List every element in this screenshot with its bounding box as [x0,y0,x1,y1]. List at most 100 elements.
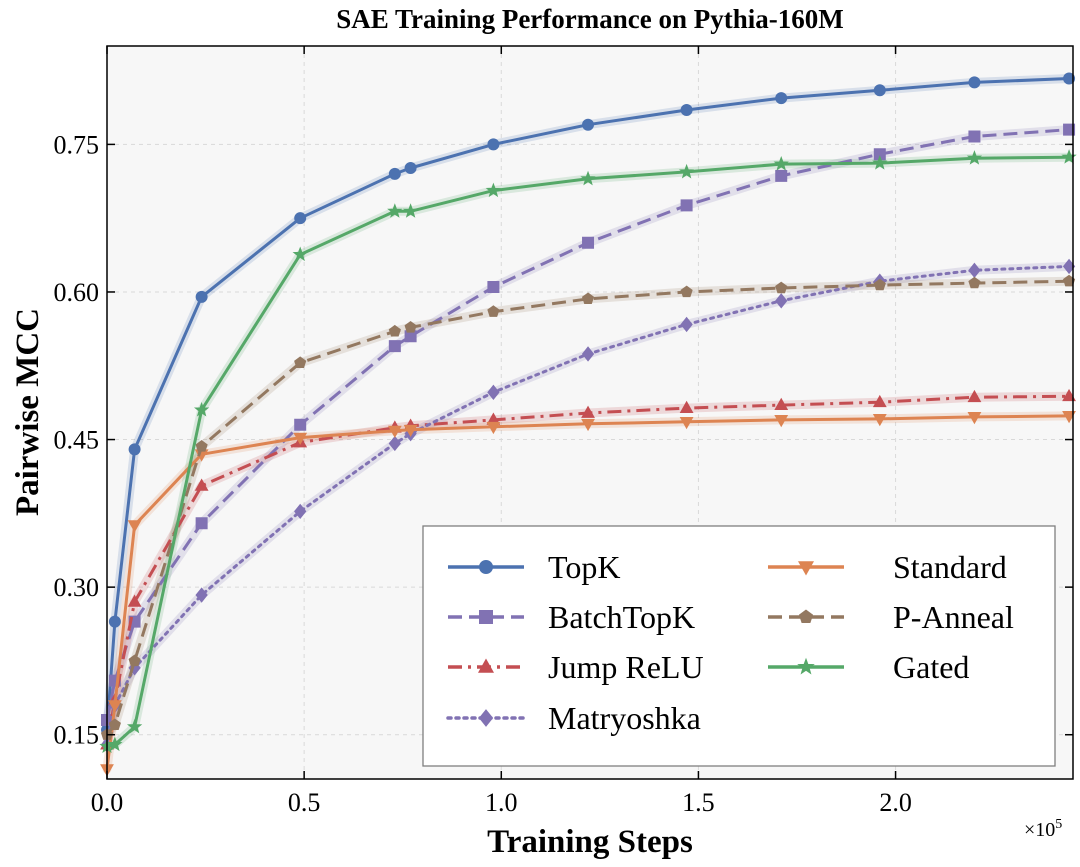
data-point-jump-relu [194,478,209,491]
data-point-jump-relu [872,394,887,408]
data-point-topk [195,290,208,303]
data-point-batchtopk [775,169,788,182]
chart-title: SAE Training Performance on Pythia-160M [336,4,843,34]
y-tick-label: 0.45 [54,426,100,455]
legend-marker-batchtopk [479,610,493,624]
data-point-batchtopk [1063,123,1076,136]
data-point-gated [387,203,403,218]
data-point-matryoshka [581,346,595,362]
data-point-batchtopk [680,199,693,212]
legend-marker-p-anneal [798,609,814,624]
data-point-matryoshka [680,316,693,333]
data-point-gated [678,163,695,179]
data-point-topk [968,76,981,89]
legend-item-gated: Gated [768,649,969,685]
legend-marker-topk [479,560,493,574]
series-line-batchtopk [105,128,1070,721]
data-point-gated [966,150,983,165]
data-point-gated [773,156,789,171]
data-point-topk [128,443,141,456]
data-point-topk [294,212,307,225]
data-point-standard [967,412,982,425]
data-point-matryoshka [775,293,788,309]
legend-label-matryoshka: Matryoshka [548,700,701,736]
data-point-p-anneal [775,281,788,294]
data-point-p-anneal [388,324,401,337]
legend-item-p-anneal: P-Anneal [768,599,1014,635]
x-axis-title: Training Steps [487,824,693,860]
series-line-topk [105,77,1070,730]
data-point-standard [679,416,694,430]
plot-frame [106,45,1074,780]
data-point-jump-relu [967,389,982,403]
series-gated [99,149,1077,754]
series-line-gated [106,155,1070,748]
y-axis-title: Pairwise MCC [10,308,46,516]
legend-items: TopK BatchTopK Jump ReLU Matryoshka Standard… [446,549,1014,736]
data-point-p-anneal [968,276,981,289]
data-point-batchtopk [968,130,981,143]
x-tick-label: 0.0 [91,788,124,817]
data-point-batchtopk [195,517,208,530]
data-point-jump-relu [1062,388,1076,402]
data-point-batchtopk [582,236,595,249]
series-batchtopk [101,123,1076,726]
series-matryoshka [100,258,1076,753]
legend-item-standard: Standard [768,549,1007,585]
legend-label-jump-relu: Jump ReLU [548,649,704,685]
data-point-topk [108,615,121,628]
data-point-topk [487,138,500,151]
y-tick-label: 0.15 [54,721,100,750]
data-point-jump-relu [581,405,595,418]
data-point-p-anneal [680,285,693,298]
data-point-gated [292,246,308,262]
data-point-matryoshka [195,587,208,603]
legend-marker-jump-relu [477,658,495,673]
legend-marker-standard [797,561,815,576]
legend-marker-gated [797,657,815,675]
data-point-jump-relu [127,594,142,607]
data-point-p-anneal [873,278,886,291]
data-point-p-anneal [294,356,307,368]
legend-item-matryoshka: Matryoshka [446,700,701,736]
x-axis-scale-base: ×10 [1024,819,1055,841]
x-axis-scale-exponent: 5 [1055,817,1062,832]
series-layer [99,72,1077,777]
data-point-topk [1063,72,1076,85]
series-line-jump-relu [105,394,1070,745]
data-point-topk [873,84,886,97]
data-point-topk [388,167,401,180]
data-point-standard [387,425,402,439]
legend-label-p-anneal: P-Anneal [893,599,1014,635]
axis-ticks: 0.15 0.30 0.45 0.60 0.75 0.0 0.5 1.0 1.5 2.0 [54,46,1073,817]
data-point-p-anneal [581,292,595,305]
series-line-standard [105,414,1070,770]
y-tick-label: 0.60 [54,278,100,307]
x-tick-label: 1.0 [485,788,518,817]
data-point-standard [581,418,595,432]
legend-label-gated: Gated [893,649,969,685]
data-point-standard [403,424,418,438]
data-point-topk [680,103,693,116]
data-point-batchtopk [388,340,401,353]
legend-label-topk: TopK [548,549,620,585]
y-tick-label: 0.75 [54,130,100,159]
data-point-p-anneal [404,320,417,333]
legend-item-topk: TopK [448,549,620,585]
data-point-gated [872,155,888,170]
data-point-jump-relu [679,400,694,413]
data-point-standard [774,414,789,428]
data-point-p-anneal [487,305,500,317]
data-point-matryoshka [487,384,500,401]
data-point-standard [127,520,142,533]
series-standard [100,411,1076,777]
data-point-gated [107,736,123,752]
series-topk [101,72,1076,736]
data-point-matryoshka [294,503,307,520]
data-point-batchtopk [294,418,307,431]
data-point-standard [1062,411,1076,424]
x-tick-label: 1.5 [682,788,715,817]
data-point-p-anneal [128,654,141,667]
